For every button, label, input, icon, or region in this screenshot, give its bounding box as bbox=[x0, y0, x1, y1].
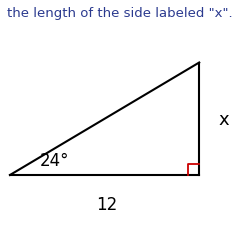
Text: x: x bbox=[219, 111, 229, 129]
Text: 24°: 24° bbox=[40, 152, 69, 170]
Text: the length of the side labeled "x".: the length of the side labeled "x". bbox=[7, 8, 232, 20]
Text: 12: 12 bbox=[96, 196, 118, 214]
